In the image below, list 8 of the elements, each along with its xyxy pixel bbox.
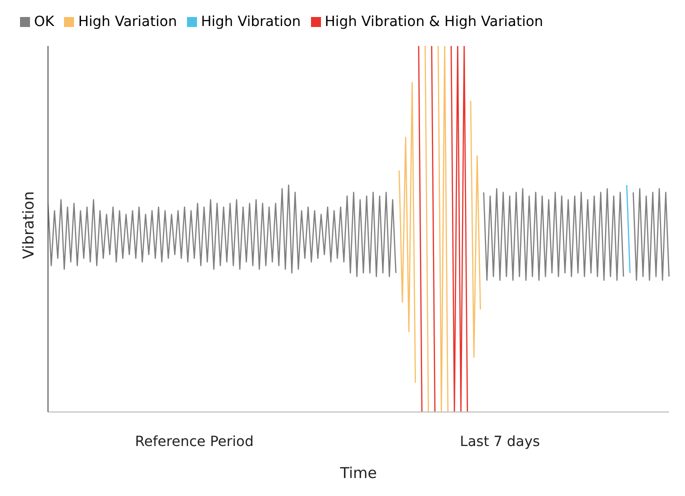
y-axis-title: Vibration — [19, 191, 38, 259]
legend-label: OK — [34, 14, 54, 30]
legend-label: High Vibration — [200, 14, 301, 30]
x-tick-label: Last 7 days — [460, 434, 540, 450]
x-axis-title: Time — [339, 464, 377, 482]
legend-label: High Variation — [78, 14, 177, 30]
x-tick-label: Reference Period — [135, 434, 254, 450]
legend-label: High Vibration & High Variation — [324, 14, 544, 30]
